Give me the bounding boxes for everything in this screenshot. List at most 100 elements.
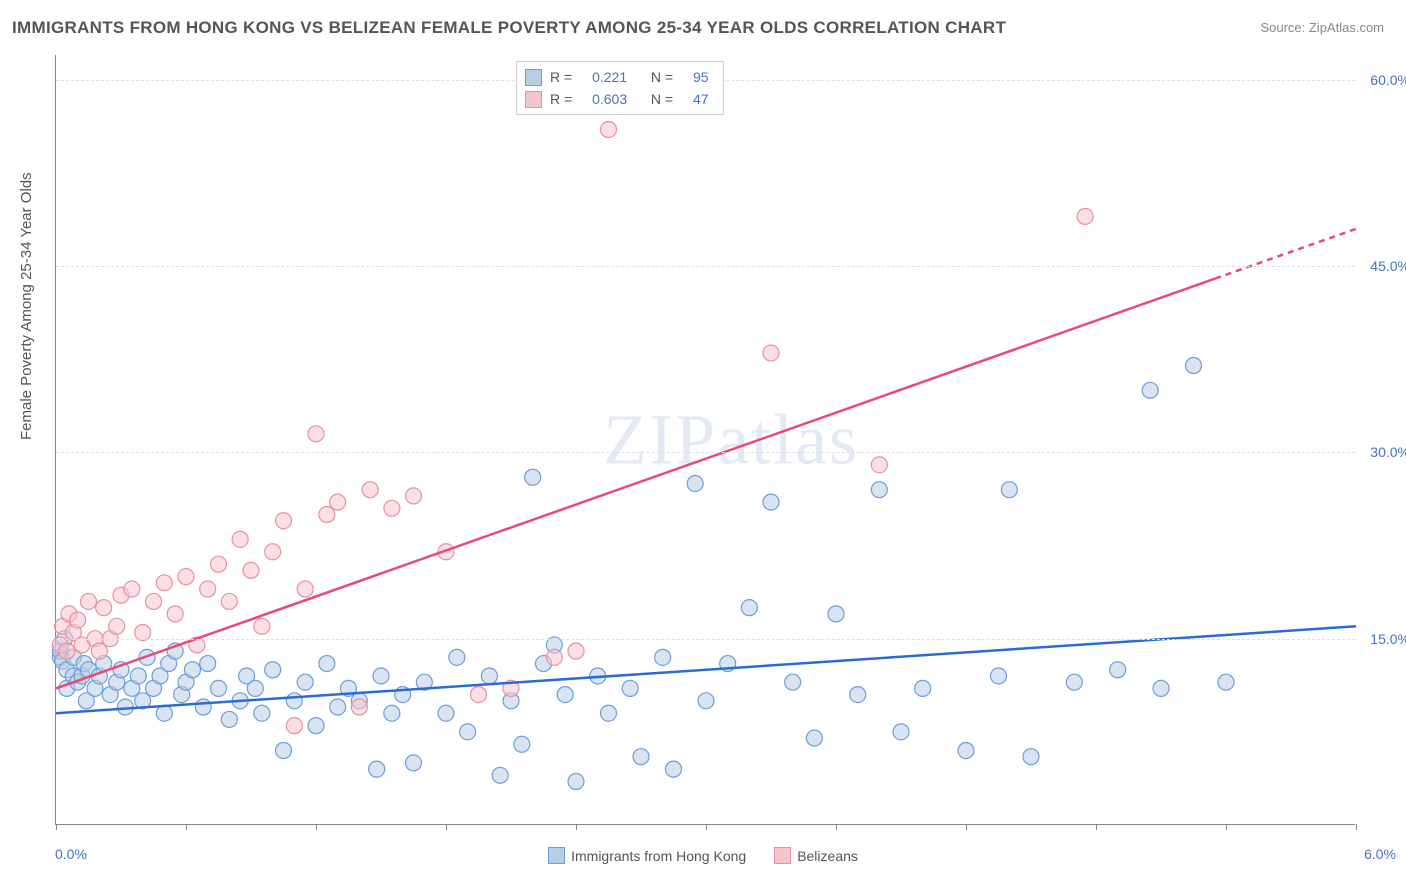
y-tick-label: 45.0% <box>1360 258 1406 274</box>
scatter-point <box>1077 208 1093 224</box>
x-tick <box>1226 824 1227 830</box>
scatter-point <box>687 475 703 491</box>
trend-line <box>56 279 1215 689</box>
scatter-point <box>1001 482 1017 498</box>
scatter-point <box>369 761 385 777</box>
source-label: Source: ZipAtlas.com <box>1260 20 1384 35</box>
gridline <box>56 639 1355 640</box>
scatter-point <box>167 606 183 622</box>
n-value-1: 95 <box>693 66 709 88</box>
scatter-point <box>1186 357 1202 373</box>
scatter-point <box>211 680 227 696</box>
x-tick <box>706 824 707 830</box>
scatter-point <box>568 774 584 790</box>
scatter-point <box>221 711 237 727</box>
scatter-point <box>362 482 378 498</box>
scatter-point <box>319 656 335 672</box>
n-value-2: 47 <box>693 88 709 110</box>
scatter-point <box>276 513 292 529</box>
scatter-point <box>828 606 844 622</box>
scatter-point <box>200 581 216 597</box>
scatter-point <box>81 593 97 609</box>
legend-item-1: Immigrants from Hong Kong <box>548 847 746 864</box>
scatter-point <box>156 575 172 591</box>
y-axis-label: Female Poverty Among 25-34 Year Olds <box>18 172 35 440</box>
scatter-point <box>384 500 400 516</box>
stats-row-2: R = 0.603 N = 47 <box>525 88 709 110</box>
x-tick <box>56 824 57 830</box>
scatter-point <box>763 345 779 361</box>
scatter-point <box>991 668 1007 684</box>
y-tick-label: 15.0% <box>1360 631 1406 647</box>
x-tick <box>966 824 967 830</box>
scatter-point <box>438 705 454 721</box>
scatter-point <box>471 687 487 703</box>
scatter-point <box>247 680 263 696</box>
scatter-point <box>850 687 866 703</box>
x-tick <box>1096 824 1097 830</box>
scatter-point <box>265 662 281 678</box>
scatter-point <box>1153 680 1169 696</box>
scatter-point <box>130 668 146 684</box>
scatter-point <box>1218 674 1234 690</box>
x-tick <box>446 824 447 830</box>
y-tick-label: 30.0% <box>1360 444 1406 460</box>
scatter-point <box>449 649 465 665</box>
scatter-point <box>1110 662 1126 678</box>
scatter-point <box>633 749 649 765</box>
scatter-point <box>330 699 346 715</box>
scatter-point <box>622 680 638 696</box>
scatter-point <box>568 643 584 659</box>
bottom-legend: Immigrants from Hong Kong Belizeans <box>0 847 1406 864</box>
x-tick <box>186 824 187 830</box>
scatter-point <box>893 724 909 740</box>
scatter-point <box>211 556 227 572</box>
scatter-point <box>698 693 714 709</box>
scatter-point <box>308 718 324 734</box>
x-tick <box>836 824 837 830</box>
scatter-point <box>655 649 671 665</box>
scatter-point <box>915 680 931 696</box>
scatter-point <box>178 569 194 585</box>
scatter-point <box>384 705 400 721</box>
legend-label-1: Immigrants from Hong Kong <box>571 848 746 864</box>
scatter-point <box>351 699 367 715</box>
x-tick <box>576 824 577 830</box>
gridline <box>56 266 1355 267</box>
scatter-point <box>286 693 302 709</box>
scatter-point <box>806 730 822 746</box>
scatter-point <box>373 668 389 684</box>
scatter-point <box>221 593 237 609</box>
scatter-point <box>871 482 887 498</box>
scatter-point <box>254 618 270 634</box>
scatter-point <box>297 581 313 597</box>
scatter-point <box>785 674 801 690</box>
scatter-point <box>265 544 281 560</box>
swatch-series-2 <box>525 91 542 108</box>
swatch-series-1 <box>525 69 542 86</box>
scatter-point <box>601 705 617 721</box>
plot-area: ZIPatlas R = 0.221 N = 95 R = 0.603 N = … <box>55 55 1355 825</box>
legend-item-2: Belizeans <box>774 847 858 864</box>
scatter-point <box>70 612 86 628</box>
scatter-point <box>232 531 248 547</box>
scatter-point <box>276 742 292 758</box>
scatter-point <box>525 469 541 485</box>
scatter-point <box>492 767 508 783</box>
scatter-point <box>460 724 476 740</box>
scatter-point <box>96 600 112 616</box>
scatter-point <box>146 593 162 609</box>
scatter-point <box>243 562 259 578</box>
scatter-point <box>297 674 313 690</box>
scatter-point <box>200 656 216 672</box>
trend-line-extrapolated <box>1215 229 1356 279</box>
scatter-point <box>156 705 172 721</box>
scatter-point <box>124 581 140 597</box>
x-tick <box>316 824 317 830</box>
scatter-point <box>254 705 270 721</box>
scatter-point <box>871 457 887 473</box>
scatter-point <box>406 755 422 771</box>
scatter-point <box>514 736 530 752</box>
legend-swatch-1 <box>548 847 565 864</box>
x-tick <box>1356 824 1357 830</box>
